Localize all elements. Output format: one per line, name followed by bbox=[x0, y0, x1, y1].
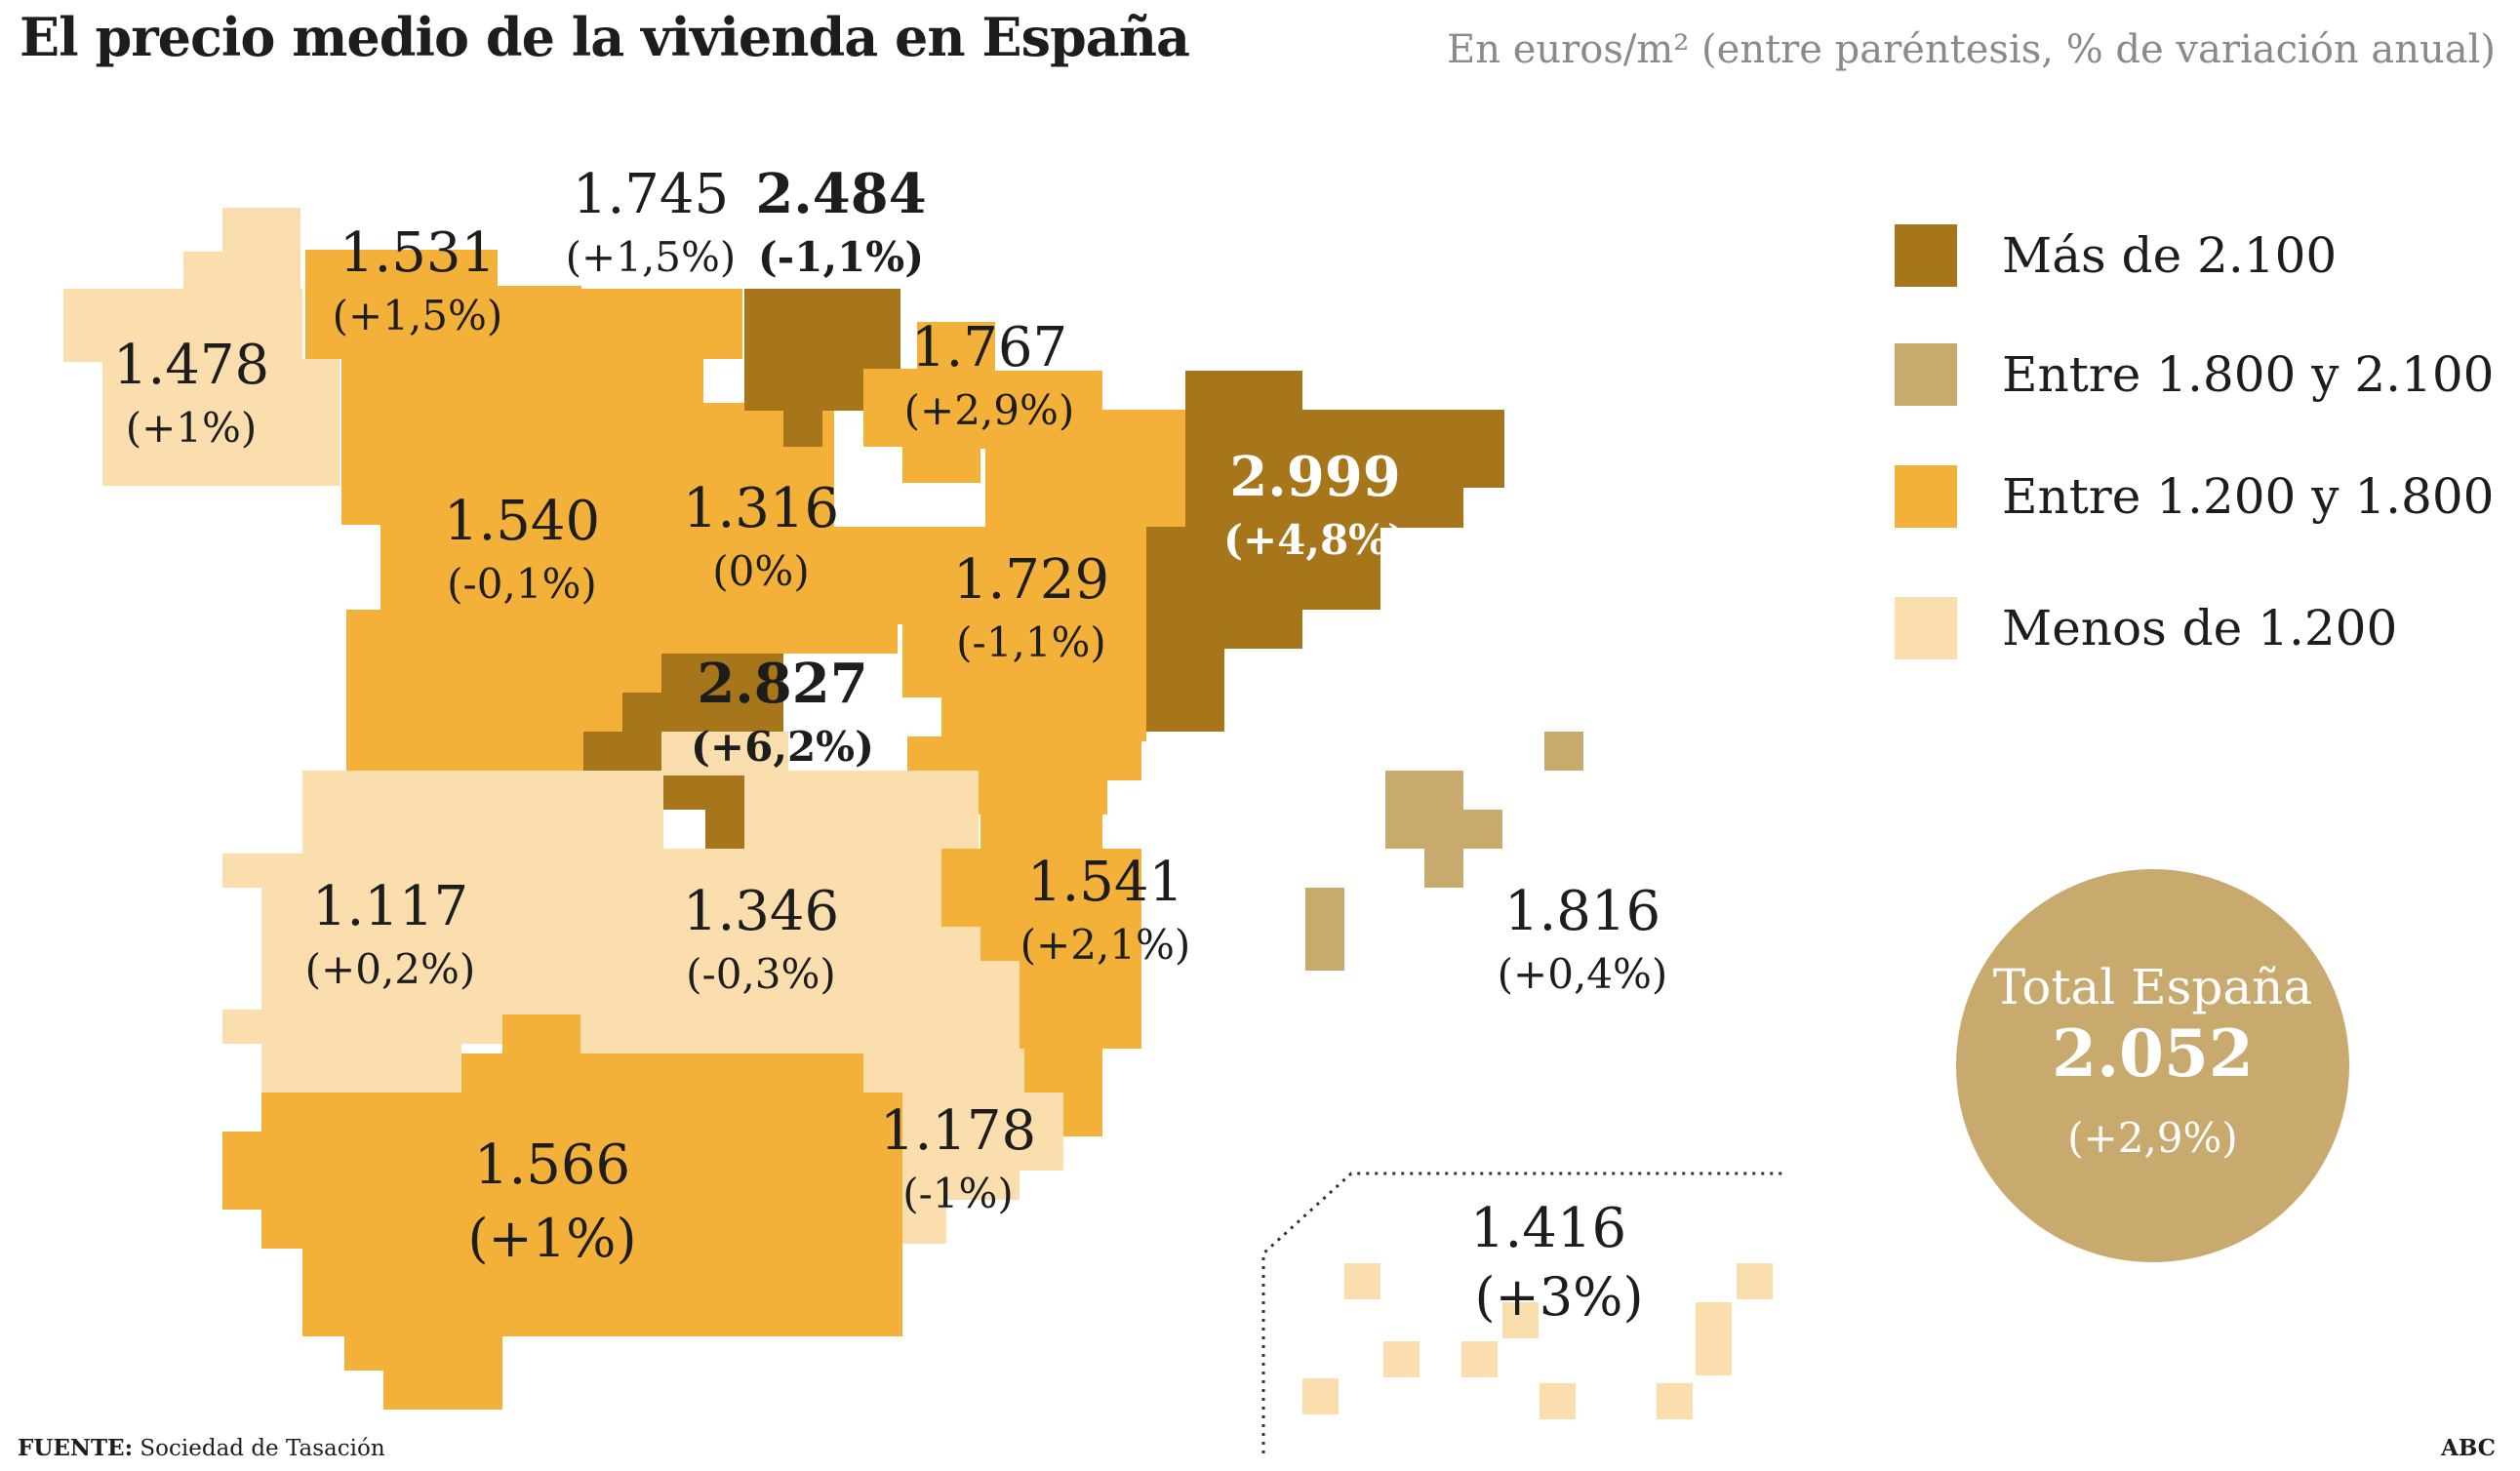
region-navarra bbox=[863, 322, 1102, 527]
label-asturias-change: (+1,5%) bbox=[333, 292, 503, 339]
region-canarias bbox=[1302, 1263, 1773, 1419]
page-subtitle: En euros/m² (entre paréntesis, % de vari… bbox=[1447, 27, 2496, 72]
brand-logo: ABC bbox=[2440, 1435, 2496, 1461]
label-cantabria-change: (+1,5%) bbox=[566, 233, 737, 281]
region-shapes bbox=[63, 208, 1773, 1419]
total-espana-badge: Total España 2.052 (+2,9%) bbox=[1956, 869, 2349, 1262]
source-value: Sociedad de Tasación bbox=[140, 1436, 385, 1461]
label-baleares-change: (+0,4%) bbox=[1498, 950, 1668, 998]
label-murcia-change: (-1%) bbox=[902, 1170, 1014, 1217]
label-pais-vasco-change: (-1,1%) bbox=[758, 233, 924, 281]
label-baleares-price: 1.816 bbox=[1504, 880, 1660, 943]
page-title: El precio medio de la vivienda en España bbox=[20, 6, 1190, 68]
label-cataluna-price: 2.999 bbox=[1229, 445, 1400, 509]
label-pais-vasco-price: 2.484 bbox=[755, 162, 926, 226]
label-aragon-price: 1.729 bbox=[953, 548, 1109, 612]
label-aragon-change: (-1,1%) bbox=[956, 618, 1106, 666]
label-la-rioja-price: 1.316 bbox=[683, 477, 839, 540]
label-murcia-price: 1.178 bbox=[880, 1099, 1036, 1163]
label-galicia-change: (+1%) bbox=[126, 404, 258, 452]
canarias-inset-frame bbox=[1261, 1172, 1787, 1453]
legend-label: Entre 1.200 y 1.800 bbox=[2002, 468, 2495, 525]
legend-item-1800-2100: Entre 1.800 y 2.100 bbox=[1895, 343, 2495, 406]
label-galicia-price: 1.478 bbox=[113, 334, 269, 397]
label-la-rioja-change: (0%) bbox=[712, 547, 809, 595]
label-castilla-leon-change: (-0,1%) bbox=[447, 560, 597, 608]
label-extremadura-price: 1.117 bbox=[312, 875, 468, 938]
region-cantabria bbox=[581, 289, 742, 405]
label-valenciana-price: 1.541 bbox=[1027, 851, 1183, 914]
label-navarra-change: (+2,9%) bbox=[904, 386, 1075, 434]
legend-item-mas-2100: Más de 2.100 bbox=[1895, 224, 2337, 287]
label-canarias-change: (+3%) bbox=[1474, 1266, 1643, 1328]
label-cataluna-change: (+4,8%) bbox=[1223, 516, 1407, 564]
legend-swatch bbox=[1895, 597, 1957, 659]
label-cantabria-price: 1.745 bbox=[573, 163, 729, 226]
source-label: FUENTE: bbox=[18, 1435, 134, 1461]
region-labels: 1.478 (+1%) 1.531 (+1,5%) 1.745 (+1,5%) … bbox=[113, 162, 1668, 1328]
source-credit: FUENTE: Sociedad de Tasación bbox=[18, 1435, 385, 1461]
legend-label: Menos de 1.200 bbox=[2002, 600, 2398, 656]
label-madrid-change: (+6,2%) bbox=[691, 723, 874, 771]
label-asturias-price: 1.531 bbox=[340, 221, 496, 285]
label-castilla-la-mancha-price: 1.346 bbox=[683, 880, 839, 943]
legend-swatch bbox=[1895, 343, 1957, 406]
region-andalucia bbox=[222, 1014, 902, 1410]
label-andalucia-price: 1.566 bbox=[474, 1133, 630, 1197]
label-andalucia-change: (+1%) bbox=[467, 1208, 636, 1269]
legend-item-menos-1200: Menos de 1.200 bbox=[1895, 597, 2397, 659]
label-castilla-leon-price: 1.540 bbox=[444, 490, 600, 553]
label-madrid-price: 2.827 bbox=[697, 652, 867, 716]
label-valenciana-change: (+2,1%) bbox=[1020, 921, 1191, 969]
region-valenciana bbox=[941, 815, 1141, 1136]
region-asturias bbox=[305, 250, 581, 359]
region-extremadura bbox=[222, 771, 580, 1093]
legend-label: Más de 2.100 bbox=[2002, 227, 2338, 284]
total-price: 2.052 bbox=[2052, 1015, 2254, 1092]
label-castilla-la-mancha-change: (-0,3%) bbox=[686, 950, 836, 998]
label-canarias-price: 1.416 bbox=[1470, 1197, 1626, 1260]
region-cataluna bbox=[1146, 371, 1504, 732]
region-galicia bbox=[63, 208, 340, 486]
legend-item-1200-1800: Entre 1.200 y 1.800 bbox=[1895, 465, 2495, 528]
legend-swatch bbox=[1895, 224, 1957, 287]
label-navarra-price: 1.767 bbox=[911, 316, 1067, 379]
total-label: Total España bbox=[1992, 959, 2313, 1015]
legend-swatch bbox=[1895, 465, 1957, 528]
legend-label: Entre 1.800 y 2.100 bbox=[2002, 346, 2495, 403]
label-extremadura-change: (+0,2%) bbox=[305, 945, 476, 993]
total-change: (+2,9%) bbox=[2067, 1114, 2238, 1162]
region-baleares bbox=[1305, 732, 1583, 971]
